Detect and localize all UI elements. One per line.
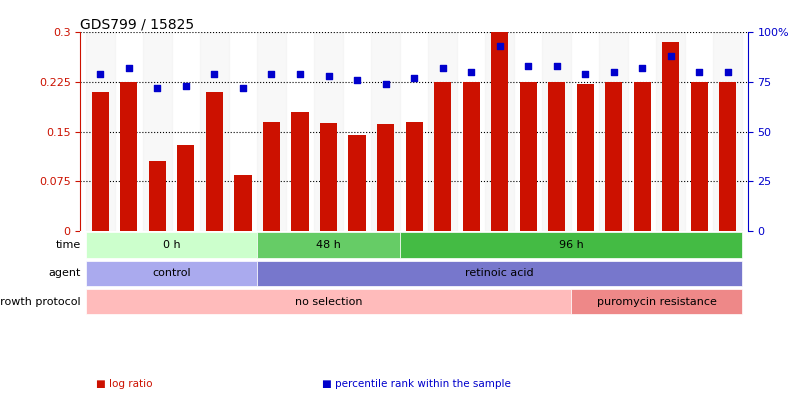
Point <box>179 83 192 89</box>
Point <box>407 75 420 81</box>
Bar <box>320 123 336 231</box>
Text: growth protocol: growth protocol <box>0 297 81 307</box>
Point <box>379 81 392 87</box>
Bar <box>519 82 536 231</box>
Text: ■ log ratio: ■ log ratio <box>96 379 153 389</box>
Point <box>435 65 448 71</box>
Bar <box>200 32 228 231</box>
FancyBboxPatch shape <box>257 261 741 286</box>
Bar <box>291 112 308 231</box>
Bar <box>662 43 679 231</box>
Text: GDS799 / 15825: GDS799 / 15825 <box>80 17 194 31</box>
Text: time: time <box>55 240 81 250</box>
Bar <box>599 32 627 231</box>
Bar <box>548 82 565 231</box>
Bar <box>234 175 251 231</box>
FancyBboxPatch shape <box>86 232 257 258</box>
Bar <box>371 32 399 231</box>
Bar <box>120 82 137 231</box>
Point <box>635 65 648 71</box>
Bar <box>86 32 115 231</box>
Point <box>492 43 505 49</box>
Bar <box>206 92 222 231</box>
Bar <box>712 32 741 231</box>
Bar <box>177 145 194 231</box>
Text: agent: agent <box>48 269 81 278</box>
Bar <box>655 32 684 231</box>
Text: ■ percentile rank within the sample: ■ percentile rank within the sample <box>321 379 510 389</box>
Point <box>122 65 135 71</box>
Bar <box>263 122 279 231</box>
Point <box>322 73 335 79</box>
Bar <box>149 161 165 231</box>
Point <box>663 53 676 60</box>
Bar <box>405 122 422 231</box>
Text: puromycin resistance: puromycin resistance <box>596 297 715 307</box>
Bar <box>462 82 479 231</box>
Point <box>94 71 107 77</box>
Point <box>464 69 477 75</box>
FancyBboxPatch shape <box>399 232 741 258</box>
FancyBboxPatch shape <box>86 261 257 286</box>
Bar <box>92 92 108 231</box>
Point <box>208 71 221 77</box>
FancyBboxPatch shape <box>570 289 741 315</box>
Point <box>521 63 534 69</box>
Bar <box>314 32 342 231</box>
Bar <box>485 32 513 231</box>
Bar <box>143 32 172 231</box>
Point <box>265 71 278 77</box>
Bar <box>633 82 650 231</box>
Bar <box>576 84 593 231</box>
Bar <box>605 82 622 231</box>
Point <box>578 71 591 77</box>
Bar <box>491 32 507 231</box>
Point <box>293 71 306 77</box>
Point <box>350 77 363 83</box>
Point <box>549 63 562 69</box>
Point <box>720 69 733 75</box>
Point <box>151 85 164 91</box>
Point <box>606 69 619 75</box>
FancyBboxPatch shape <box>86 289 570 315</box>
Bar <box>434 82 450 231</box>
Text: 96 h: 96 h <box>558 240 582 250</box>
Bar <box>348 135 365 231</box>
Bar <box>428 32 456 231</box>
Bar <box>377 124 393 231</box>
Text: no selection: no selection <box>295 297 362 307</box>
Bar <box>257 32 285 231</box>
Point <box>236 85 249 91</box>
Bar <box>690 82 707 231</box>
Text: 0 h: 0 h <box>163 240 180 250</box>
Text: 48 h: 48 h <box>316 240 340 250</box>
Point <box>692 69 705 75</box>
Bar <box>542 32 570 231</box>
FancyBboxPatch shape <box>257 232 399 258</box>
Text: control: control <box>152 269 191 278</box>
Bar <box>719 82 736 231</box>
Text: retinoic acid: retinoic acid <box>465 269 533 278</box>
